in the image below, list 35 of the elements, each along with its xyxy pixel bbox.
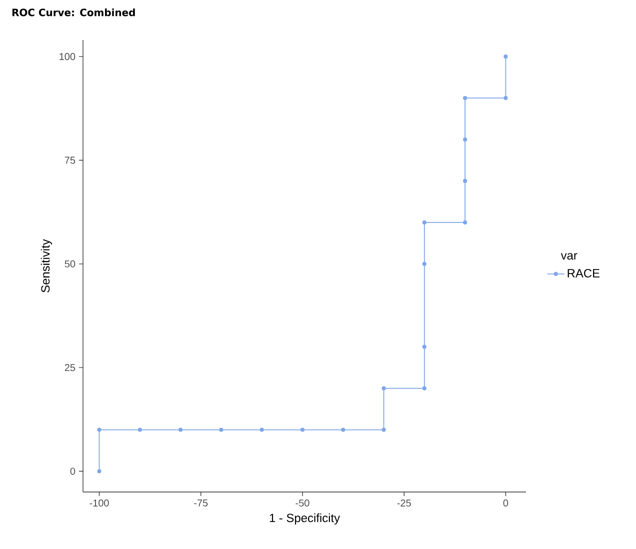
point bbox=[97, 469, 102, 474]
point bbox=[463, 178, 468, 184]
y-tick-label: 100 bbox=[60, 53, 76, 60]
y-tick-label: 25 bbox=[64, 364, 76, 372]
point bbox=[504, 54, 508, 59]
chart-title: ROC Curve: Combined bbox=[12, 8, 135, 16]
x-tick-label: -50 bbox=[296, 500, 310, 507]
x-tick-label: 0 bbox=[503, 500, 508, 507]
y-axis-title: Sensitivity bbox=[40, 239, 52, 292]
point bbox=[422, 386, 426, 390]
point bbox=[463, 220, 468, 224]
legend-title: var bbox=[560, 253, 578, 260]
point bbox=[422, 344, 426, 349]
point bbox=[463, 137, 468, 142]
point bbox=[382, 428, 386, 432]
point bbox=[260, 428, 264, 432]
y-tick-label: 75 bbox=[64, 156, 76, 164]
y-tick-label: 50 bbox=[64, 260, 76, 268]
x-axis-title: 1 - Specificity bbox=[270, 513, 340, 525]
legend-label: RACE bbox=[568, 269, 600, 278]
point bbox=[341, 428, 346, 432]
point bbox=[382, 386, 386, 390]
point bbox=[300, 428, 305, 432]
point bbox=[422, 262, 426, 266]
point bbox=[463, 96, 468, 100]
x-tick-label: -100 bbox=[90, 500, 109, 507]
y-tick-label: 0 bbox=[70, 468, 76, 475]
point bbox=[138, 428, 142, 432]
point bbox=[422, 220, 426, 224]
point bbox=[504, 96, 508, 100]
point bbox=[97, 428, 102, 432]
point bbox=[219, 428, 224, 432]
point bbox=[178, 428, 183, 432]
x-tick-label: -25 bbox=[397, 500, 411, 507]
x-tick-label: -75 bbox=[194, 500, 208, 506]
